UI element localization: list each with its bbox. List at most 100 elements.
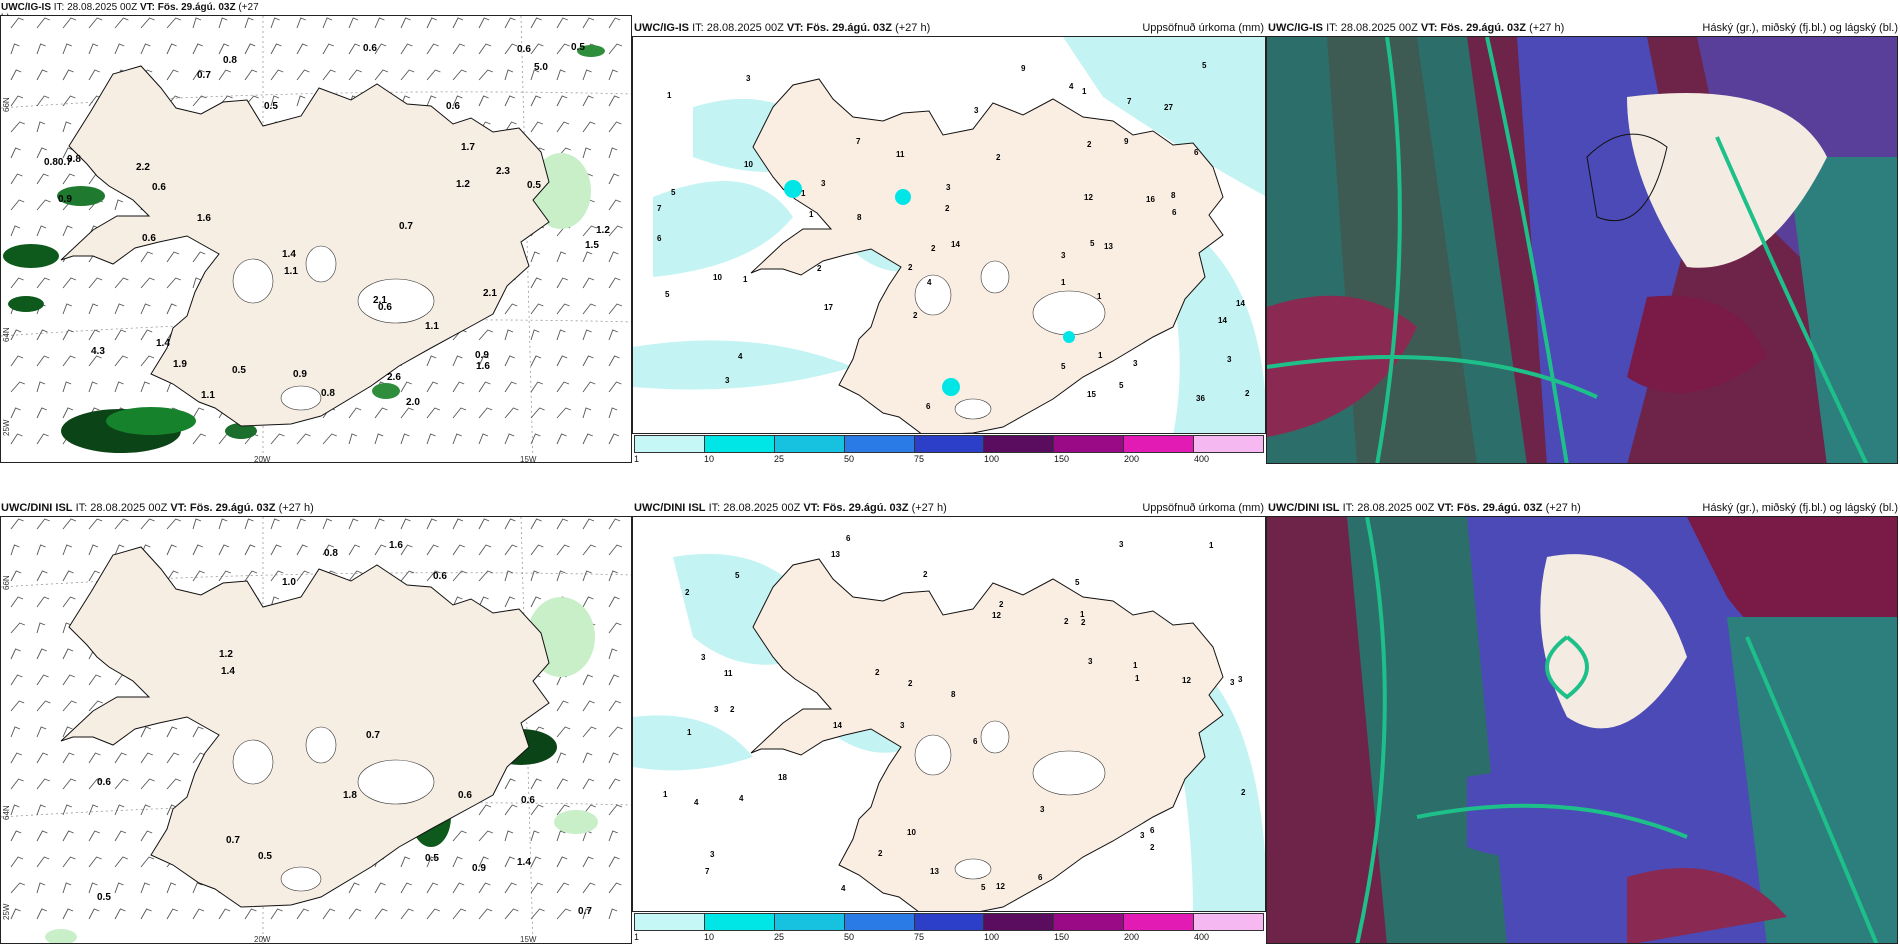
wind-barb bbox=[192, 752, 206, 764]
precip-value-label: 1 bbox=[1135, 674, 1140, 683]
precip-value-label: 2.2 bbox=[136, 162, 150, 173]
wind-barb bbox=[62, 856, 76, 868]
wind-barb bbox=[88, 381, 98, 393]
wind-barb bbox=[608, 225, 623, 237]
precip-value-label: 2 bbox=[923, 570, 928, 579]
wind-barb bbox=[140, 43, 151, 55]
wind-barb bbox=[166, 277, 181, 289]
wind-barb bbox=[478, 407, 493, 419]
precip-value-label: 5 bbox=[735, 571, 740, 580]
wind-barb bbox=[10, 570, 22, 582]
wind-barb bbox=[348, 908, 362, 920]
init-time: IT: 28.08.2025 00Z bbox=[1326, 22, 1418, 34]
wind-barb bbox=[556, 121, 570, 133]
wind-barb bbox=[36, 329, 48, 341]
wind-barb bbox=[36, 622, 46, 634]
wind-barb bbox=[36, 674, 49, 686]
wind-barb bbox=[478, 17, 490, 29]
wind-barb bbox=[504, 17, 516, 29]
precip-value-label: 0.9 bbox=[58, 194, 72, 205]
wind-precip-map: 2.0 0.7 1.4 2.2 2.3 2.6 1.5 1.6 1.1 1.9 4.3 0.80.7 1… bbox=[0, 15, 632, 463]
precip-value-label: 5 bbox=[981, 883, 986, 892]
colorbar-tick-label: 400 bbox=[1193, 454, 1210, 464]
wind-barb bbox=[608, 329, 618, 341]
precip-value-label: 3 bbox=[821, 179, 826, 188]
precip-value-label: 4 bbox=[841, 884, 846, 893]
wind-barb bbox=[62, 544, 72, 556]
wind-barb bbox=[62, 407, 74, 419]
precip-value-label: 1.2 bbox=[596, 225, 610, 236]
panel-header: UWC/IG-IS IT: 28.08.2025 00Z VT: Fös. 29… bbox=[634, 22, 930, 34]
init-time: IT: 28.08.2025 00Z bbox=[692, 22, 784, 34]
wind-barb bbox=[452, 882, 465, 894]
wind-barb bbox=[36, 596, 50, 608]
wind-barb bbox=[10, 147, 21, 159]
glaciers bbox=[232, 245, 435, 411]
wind-barb bbox=[270, 69, 284, 81]
precip-value-label: 0.7 bbox=[197, 70, 211, 81]
colorbar-tick-label: 75 bbox=[913, 932, 924, 942]
panel-top-mid: UWC/IG-IS IT: 28.08.2025 00Z VT: Fös. 29… bbox=[632, 0, 1266, 470]
panel-bot-right: UWC/DINI ISL IT: 28.08.2025 00Z VT: Fös.… bbox=[1266, 480, 1900, 950]
wind-barb bbox=[140, 778, 155, 790]
wind-barb bbox=[608, 518, 621, 530]
wind-barb bbox=[166, 518, 181, 530]
precip-value-label: 2 bbox=[817, 264, 822, 273]
wind-barb bbox=[62, 277, 77, 289]
wind-barb bbox=[322, 518, 333, 530]
wind-barb bbox=[530, 856, 542, 868]
panel-header: UWC/DINI ISL IT: 28.08.2025 00Z VT: Fös.… bbox=[634, 502, 947, 514]
wind-barb bbox=[270, 908, 283, 920]
wind-barb bbox=[114, 830, 127, 842]
wind-barb bbox=[478, 329, 493, 341]
wind-barb bbox=[556, 700, 569, 712]
colorbar bbox=[634, 435, 1264, 453]
wind-barb bbox=[400, 407, 414, 419]
wind-barb bbox=[88, 544, 99, 556]
wind-barb bbox=[530, 433, 541, 445]
lat-label-64: 64N bbox=[2, 805, 11, 820]
precip-value-label: 12 bbox=[992, 611, 1001, 620]
wind-barb bbox=[530, 17, 542, 29]
precip-value-label: 10 bbox=[744, 160, 753, 169]
wind-barb bbox=[478, 830, 493, 842]
precip-value-label: 4 bbox=[739, 794, 744, 803]
wind-barb bbox=[374, 43, 387, 55]
colorbar-tick-label: 1 bbox=[634, 932, 640, 942]
wind-barb bbox=[556, 381, 570, 393]
precip-value-label: 10 bbox=[713, 273, 722, 282]
wind-barb bbox=[530, 381, 543, 393]
wind-barb bbox=[10, 121, 25, 133]
model-name: UWC/IG-IS bbox=[1, 2, 51, 13]
colorbar-segment bbox=[774, 436, 845, 452]
precip-value-label: 2 bbox=[1241, 788, 1246, 797]
wind-barb bbox=[478, 882, 491, 894]
wind-barb bbox=[452, 570, 467, 582]
wind-barb bbox=[530, 544, 544, 556]
precip-value-label: 0.8 bbox=[223, 55, 237, 66]
precip-value-label: 2 bbox=[1087, 140, 1092, 149]
lon-label-20: 20W bbox=[254, 455, 271, 464]
wind-barb bbox=[400, 433, 410, 445]
panel-bot-mid: UWC/DINI ISL IT: 28.08.2025 00Z VT: Fös.… bbox=[632, 480, 1266, 950]
wind-barb bbox=[556, 355, 568, 367]
wind-barb bbox=[530, 69, 540, 81]
wind-barb bbox=[10, 752, 22, 764]
precip-value-label: 5 bbox=[1075, 578, 1080, 587]
precip-value-label: 0.7 bbox=[399, 221, 413, 232]
precip-value-label: 4.3 bbox=[91, 346, 105, 357]
wind-barb bbox=[296, 518, 306, 530]
precip-value-label: 14 bbox=[833, 721, 842, 730]
wind-barb bbox=[504, 804, 518, 816]
wind-barb bbox=[10, 199, 25, 211]
colorbar-segment bbox=[704, 436, 775, 452]
wind-barb bbox=[62, 329, 74, 341]
wind-barb bbox=[270, 17, 280, 29]
wind-barb bbox=[582, 518, 595, 530]
precip-value-label: 1 bbox=[663, 790, 668, 799]
wind-barb bbox=[88, 303, 99, 315]
precip-value-label: 1.4 bbox=[282, 249, 296, 260]
wind-barb bbox=[88, 17, 103, 29]
wind-barb bbox=[322, 544, 334, 556]
wind-barb bbox=[88, 43, 99, 55]
